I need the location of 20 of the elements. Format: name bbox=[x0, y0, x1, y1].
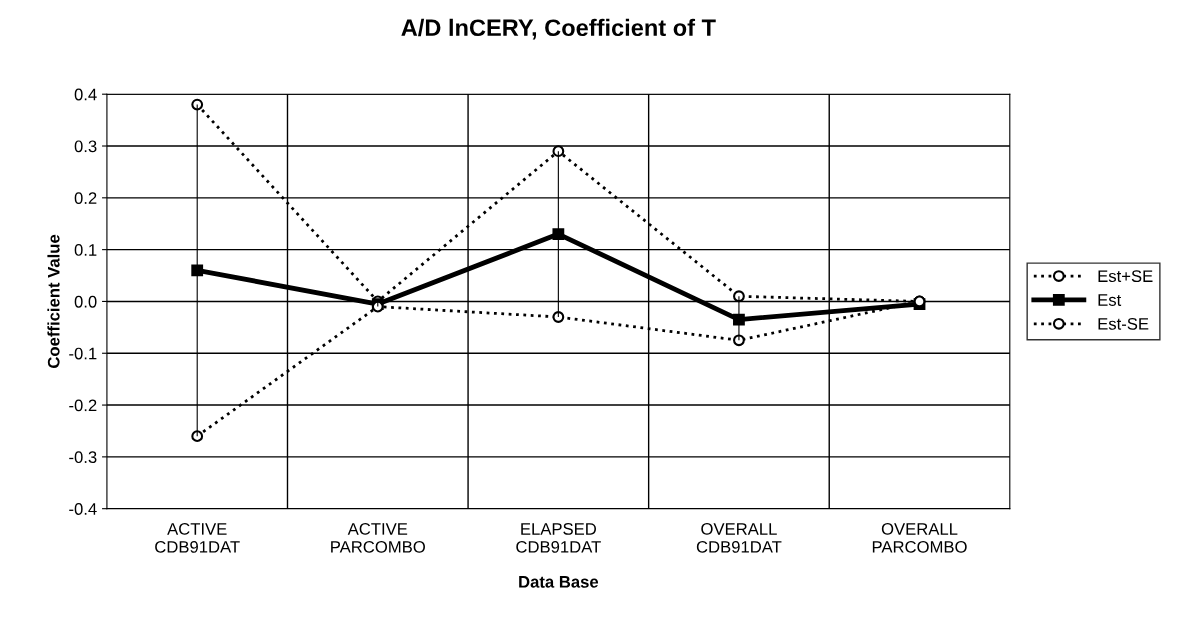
legend-label: Est bbox=[1098, 294, 1122, 306]
y-tick-label: 0.1 bbox=[74, 244, 97, 256]
x-axis-title: Data Base bbox=[519, 576, 599, 588]
chart-title: A/D lnCERY, Coefficient of T bbox=[401, 18, 716, 40]
x-tick-label: ELAPSED CDB91DAT bbox=[516, 523, 601, 553]
y-axis-title: Coefficient Value bbox=[47, 234, 60, 368]
y-tick-label: -0.4 bbox=[69, 503, 97, 515]
y-tick-label: 0.4 bbox=[74, 88, 97, 101]
legend-label: Est+SE bbox=[1098, 270, 1153, 283]
legend-label: Est-SE bbox=[1098, 317, 1149, 330]
x-tick-label: OVERALL CDB91DAT bbox=[696, 523, 782, 553]
y-tick-label: -0.2 bbox=[69, 399, 97, 412]
y-tick-label: 0.0 bbox=[74, 295, 97, 308]
y-tick-label: 0.3 bbox=[74, 140, 97, 153]
y-tick-label: -0.1 bbox=[69, 347, 97, 360]
y-tick-label: 0.2 bbox=[74, 192, 97, 205]
x-tick-label: ACTIVE CDB91DAT bbox=[155, 523, 240, 553]
x-tick-label: ACTIVE PARCOMBO bbox=[331, 523, 425, 553]
x-tick-label: OVERALL PARCOMBO bbox=[872, 523, 967, 553]
y-tick-label: -0.3 bbox=[69, 451, 97, 464]
